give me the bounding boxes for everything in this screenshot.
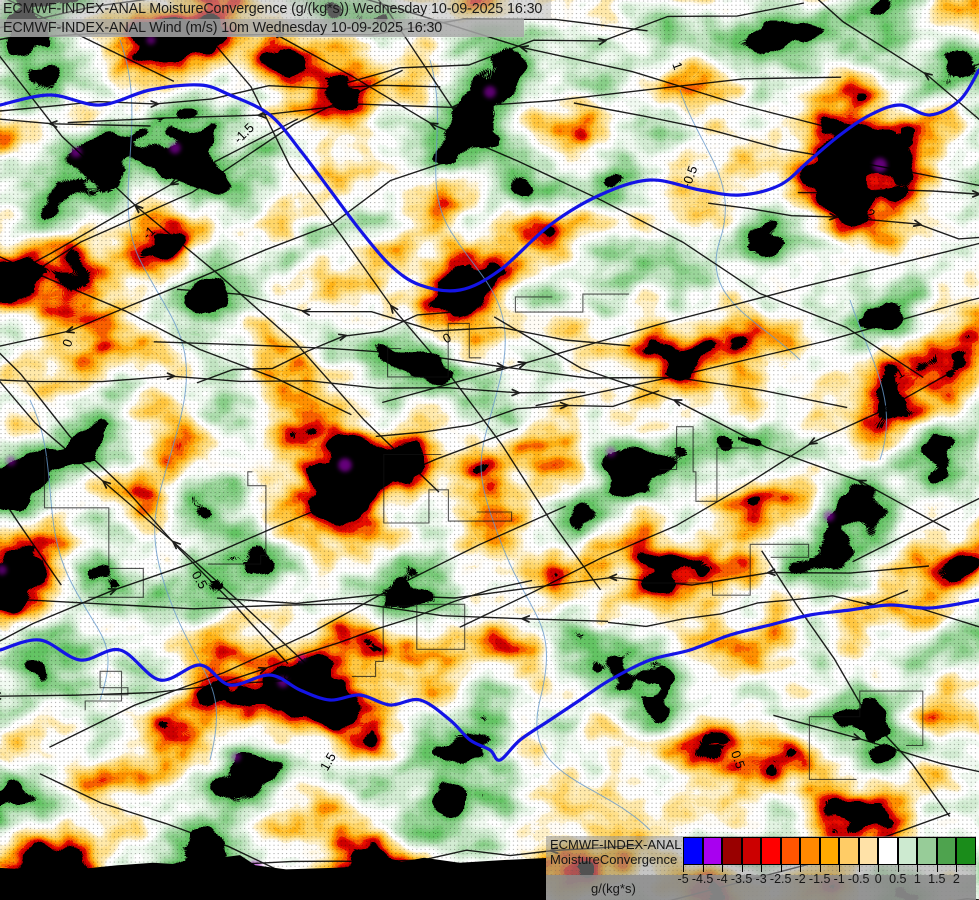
svg-text:-2: -2 — [724, 335, 743, 354]
svg-text:2: 2 — [864, 205, 878, 222]
svg-text:0: 0 — [440, 330, 454, 347]
svg-text:0.5: 0.5 — [728, 748, 748, 770]
svg-text:0: 0 — [59, 337, 76, 349]
svg-text:-1: -1 — [140, 223, 159, 242]
svg-text:-1: -1 — [889, 365, 907, 384]
svg-text:0.5: 0.5 — [189, 568, 211, 591]
svg-text:1.5: 1.5 — [317, 750, 339, 773]
svg-text:1: 1 — [669, 60, 686, 72]
